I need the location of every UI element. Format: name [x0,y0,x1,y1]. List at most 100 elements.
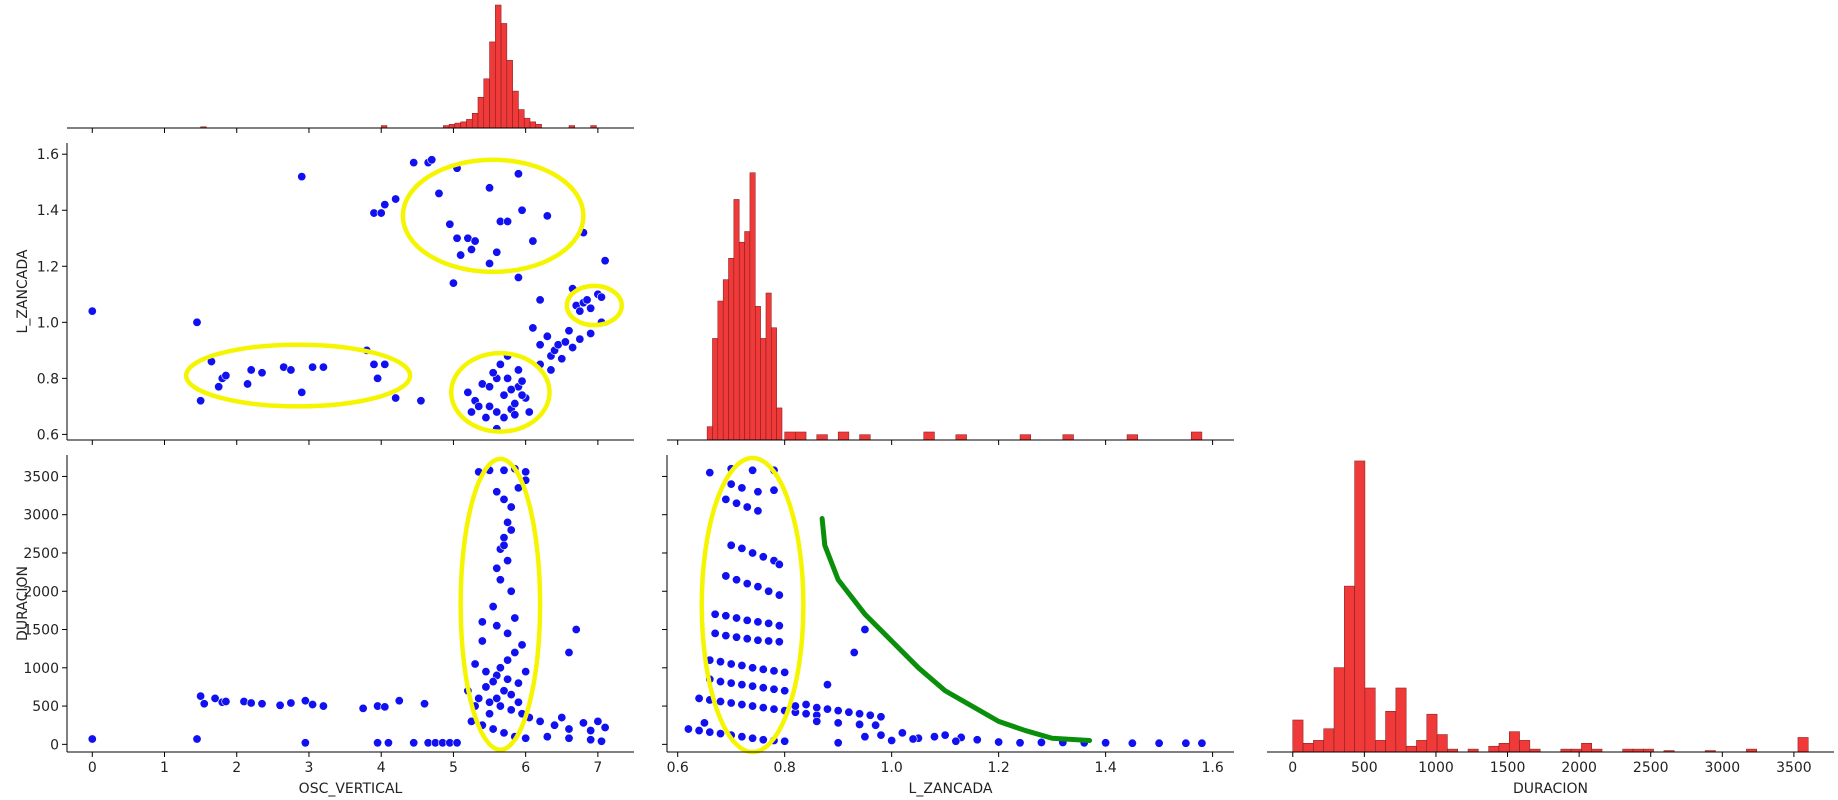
scatter-point [726,659,736,669]
x-axis-label: OSC_VERTICAL [299,781,403,797]
y-tick-label: 1.6 [37,147,59,163]
scatter-point [506,502,516,512]
scatter-point [513,365,523,375]
hist-bar [1416,740,1428,753]
scatter-point [470,659,480,669]
hist-bar [1323,728,1335,753]
scatter-point [499,465,509,475]
highlight-ellipse [400,157,586,275]
hist-bar [755,306,761,441]
scatter-point [726,678,736,688]
scatter-point [506,586,516,596]
scatter-point [1154,738,1164,748]
scatter-point [726,698,736,708]
scatter-point [568,343,578,353]
scatter-point [488,602,498,612]
scatter-point [774,637,784,647]
hist-bar [483,78,490,129]
hist-bar [1498,743,1510,753]
scatter-point [753,582,763,592]
scatter-point [715,657,725,667]
scatter-point [721,631,731,641]
scatter-point [929,732,939,742]
y-tick-label: 2000 [23,584,59,600]
x-tick-label: 2000 [1561,760,1597,776]
hist-duracion: 0 500 1000 1500 2000 2500 3000 3500 DURACION [1267,460,1834,797]
scatter-point [369,359,379,369]
scatter-point [503,556,513,566]
scatter-point [87,734,97,744]
scatter-point [748,733,758,743]
scatter-point [940,730,950,740]
scatter-point [897,728,907,738]
scatter-point [199,699,209,709]
scatter-point [876,712,886,722]
hist-bar [771,327,777,441]
hist-bar [1436,734,1448,753]
scatter-point [448,278,458,288]
x-tick-label: 2500 [1633,760,1669,776]
x-tick-label: 1.6 [1201,760,1223,776]
x-tick-label: 1 [160,760,169,776]
scatter-point [737,732,747,742]
scatter-point [1101,738,1111,748]
scatter-point [409,738,419,748]
scatter-point [373,738,383,748]
scatter-point [239,696,249,706]
scatter-point [600,256,610,266]
scatter-point [221,696,231,706]
hist-bar [1581,743,1592,753]
scatter-point [764,618,774,628]
scatter-point [742,615,752,625]
scatter-point [844,707,854,717]
scatter-point [499,533,509,543]
scatter-point [582,295,592,305]
scatter-point [517,376,527,386]
scatter-point [275,700,285,710]
x-tick-label: 0.8 [774,760,796,776]
hist-bar [744,231,751,441]
scatter-point [822,704,832,714]
scatter-point [221,371,231,381]
y-tick-label: 1.2 [37,259,59,275]
scatter-point [705,727,715,737]
scatter-point [951,736,961,746]
scatter-point [463,387,473,397]
scatter-point [517,390,527,400]
y-tick-label: 1500 [23,623,59,639]
x-tick-label: 0 [1288,760,1297,776]
scatter-point [769,485,779,495]
scatter-point [499,494,509,504]
scatter-point [753,617,763,627]
scatter-point [391,194,401,204]
scatter-point [1036,737,1046,747]
scatter-point [286,365,296,375]
scatter-point [753,635,763,645]
scatter-point [488,368,498,378]
scatter-point [801,709,811,719]
hist-bar [1375,740,1386,753]
scatter-point [721,611,731,621]
x-axis-label: L_ZANCADA [909,781,993,797]
scatter-point [542,331,552,341]
scatter-duracion-vs-osc: 0 1 2 3 4 5 6 7 0 500 1000 1500 2000 2500 3000 3500 OSC_… [15,455,634,797]
scatter-point [492,621,502,631]
y-tick-label: 0.8 [37,371,59,387]
scatter-point [748,701,758,711]
scatter-point [510,399,520,409]
scatter-point [513,697,523,707]
scatter-point [560,337,570,347]
scatter-point [855,719,865,729]
scatter-lzancada-vs-osc: 0.6 0.8 1.0 1.2 1.4 1.6 L_ZANCADA [15,143,634,445]
hist-bar [506,60,513,129]
scatter-point [300,738,310,748]
hist-bar [500,23,508,129]
hist-bar [518,109,525,129]
scatter-point [485,697,495,707]
scatter-point [758,552,768,562]
scatter-point [297,172,307,182]
scatter-point [732,613,742,623]
y-tick-label: 500 [32,699,59,715]
scatter-point [246,698,256,708]
